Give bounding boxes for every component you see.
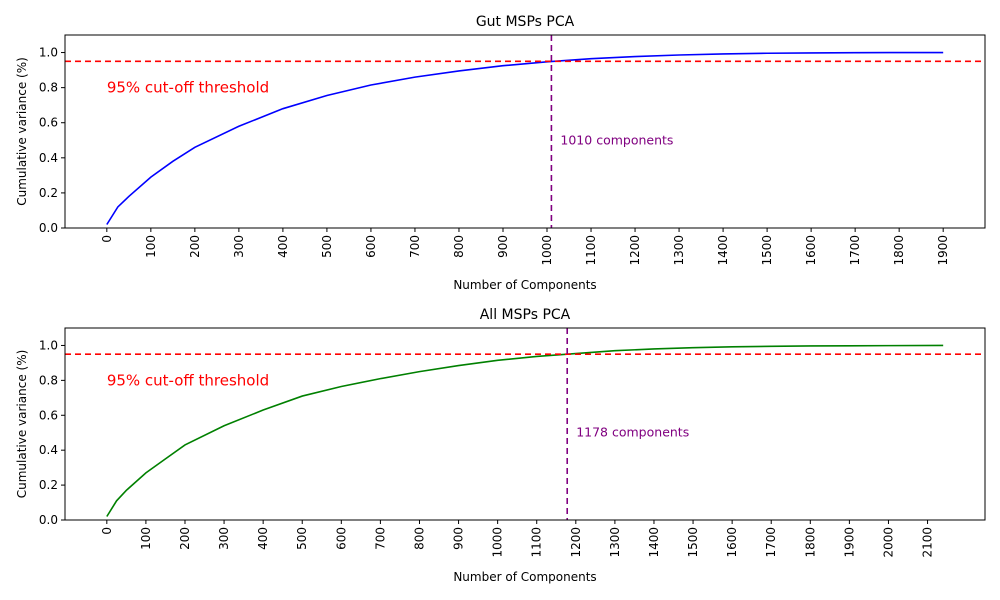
x-tick-label: 2100 [921,527,935,558]
x-tick-label: 400 [256,527,270,550]
plot-frame [64,327,986,521]
y-tick-label: 0.4 [39,443,58,457]
all-msps-pca-chart: All MSPs PCA 95% cut-off threshold 1178 co… [15,307,986,584]
x-tick-label: 1900 [936,235,950,266]
plot-frame [64,34,986,229]
x-tick-label: 1500 [686,527,700,558]
y-tick-label: 0.0 [39,221,58,235]
x-tick-label: 1800 [803,527,817,558]
x-tick-label: 1300 [672,235,686,266]
chart-title: All MSPs PCA [480,307,571,323]
x-tick-label: 800 [452,235,466,258]
gut-msps-pca-chart: Gut MSPs PCA 95% cut-off threshold 1010 co… [15,14,986,292]
x-tick-label: 900 [452,527,466,550]
x-tick-label: 1100 [530,527,544,558]
x-tick-label: 200 [178,527,192,550]
x-tick-label: 600 [334,527,348,550]
y-tick-label: 0.0 [39,513,58,527]
x-tick-label: 1900 [842,527,856,558]
x-tick-label: 700 [373,527,387,550]
x-tick-label: 1400 [716,235,730,266]
x-tick-label: 400 [276,235,290,258]
series-line [106,51,944,225]
x-tick-label: 1500 [760,235,774,266]
x-tick-label: 1200 [628,235,642,266]
x-tick-label: 2000 [881,527,895,558]
x-tick-label: 1600 [804,235,818,266]
y-tick-label: 0.4 [39,151,58,165]
x-tick-label: 100 [139,527,153,550]
x-tick-label: 500 [320,235,334,258]
y-tick-label: 1.0 [39,338,58,352]
x-tick-label: 1800 [892,235,906,266]
y-axis-label: Cumulative variance (%) [15,57,29,206]
x-tick-label: 1700 [764,527,778,558]
x-tick-label: 500 [295,527,309,550]
y-tick-label: 0.2 [39,478,58,492]
x-tick-label: 200 [188,235,202,258]
x-tick-label: 1200 [569,527,583,558]
y-tick-label: 0.6 [39,116,58,130]
x-tick-label: 1000 [540,235,554,266]
series-line [106,344,944,517]
x-tick-label: 0 [100,235,114,243]
x-tick-label: 1400 [647,527,661,558]
y-tick-label: 0.2 [39,186,58,200]
x-tick-label: 1300 [608,527,622,558]
chart-title: Gut MSPs PCA [476,14,575,30]
x-tick-label: 600 [364,235,378,258]
x-tick-label: 100 [144,235,158,258]
threshold-annotation: 95% cut-off threshold [107,371,269,389]
y-axis-label: Cumulative variance (%) [15,350,29,499]
x-tick-label: 300 [232,235,246,258]
y-tick-label: 0.8 [39,81,58,95]
x-tick-label: 800 [412,527,426,550]
y-tick-label: 0.6 [39,408,58,422]
x-axis-label: Number of Components [453,278,596,292]
x-tick-label: 0 [100,527,114,535]
x-axis-label: Number of Components [453,570,596,584]
x-tick-label: 1600 [725,527,739,558]
x-tick-label: 1000 [491,527,505,558]
x-tick-label: 900 [496,235,510,258]
y-tick-label: 0.8 [39,373,58,387]
cutoff-annotation: 1010 components [560,132,673,147]
x-tick-label: 300 [217,527,231,550]
x-tick-label: 1100 [584,235,598,266]
y-tick-label: 1.0 [39,46,58,60]
cutoff-annotation: 1178 components [576,425,689,440]
x-tick-label: 1700 [848,235,862,266]
threshold-annotation: 95% cut-off threshold [107,79,269,97]
x-tick-label: 700 [408,235,422,258]
